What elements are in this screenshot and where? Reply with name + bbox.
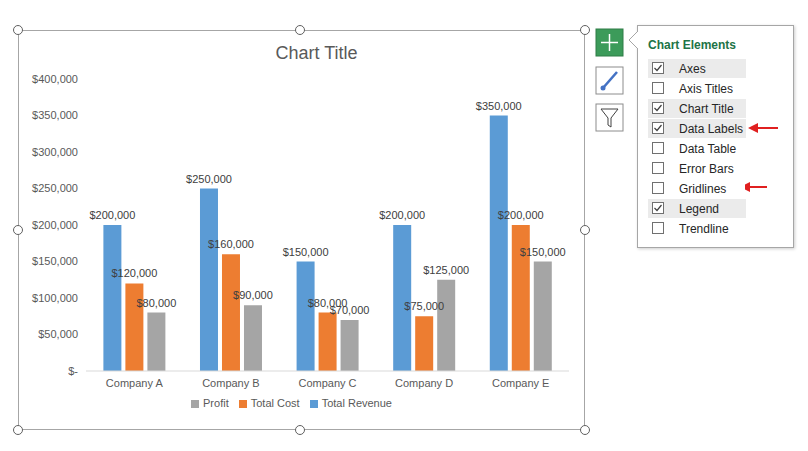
html-text:Chart Elements: Chart Elements	[648, 38, 736, 52]
svg-text:$50,000: $50,000	[38, 328, 78, 340]
svg-text:Company E: Company E	[492, 377, 549, 389]
svg-text:$80,000: $80,000	[137, 297, 177, 309]
html-text:Total Cost: Total Cost	[250, 397, 300, 409]
html-text:Data Table: Data Table	[679, 142, 737, 156]
html-text:Data Labels: Data Labels	[679, 122, 743, 136]
svg-text:$250,000: $250,000	[186, 173, 232, 185]
html-text:Trendline: Trendline	[679, 222, 729, 236]
svg-text:Company C: Company C	[298, 377, 356, 389]
svg-text:$75,000: $75,000	[404, 300, 444, 312]
svg-text:$350,000: $350,000	[476, 100, 522, 112]
html-text:Gridlines: Gridlines	[679, 182, 727, 196]
html-text:Total Revenue: Total Revenue	[321, 397, 392, 409]
svg-text:$200,000: $200,000	[32, 219, 78, 231]
svg-text:$80,000: $80,000	[307, 296, 348, 309]
svg-text:$150,000: $150,000	[32, 255, 78, 267]
svg-text:$70,000: $70,000	[330, 304, 370, 316]
svg-text:$90,000: $90,000	[233, 289, 273, 301]
svg-text:$150,000: $150,000	[520, 246, 566, 258]
svg-text:$-: $-	[68, 365, 78, 377]
html-text:Legend: Legend	[679, 202, 719, 216]
svg-text:$100,000: $100,000	[32, 292, 78, 304]
svg-text:$200,000: $200,000	[498, 209, 544, 221]
svg-text:$300,000: $300,000	[32, 146, 78, 158]
svg-text:Company D: Company D	[395, 377, 453, 389]
html-text:Profit: Profit	[203, 397, 229, 409]
svg-text:Company A: Company A	[106, 377, 164, 389]
svg-text:$400,000: $400,000	[32, 73, 78, 85]
svg-text:$125,000: $125,000	[423, 264, 469, 276]
svg-text:$200,000: $200,000	[89, 209, 135, 221]
html-text:Axes: Axes	[679, 62, 706, 76]
svg-text:$200,000: $200,000	[379, 209, 425, 221]
svg-text:$250,000: $250,000	[32, 182, 78, 194]
html-text:Error Bars: Error Bars	[679, 162, 734, 176]
svg-text:Company B: Company B	[202, 377, 259, 389]
svg-text:$120,000: $120,000	[111, 267, 157, 279]
html-text:Chart Title: Chart Title	[679, 102, 734, 116]
svg-text:$350,000: $350,000	[32, 109, 78, 121]
svg-text:$150,000: $150,000	[283, 246, 329, 258]
svg-text:$160,000: $160,000	[208, 238, 254, 250]
html-text:Axis Titles: Axis Titles	[679, 82, 733, 96]
html-text:Chart Title: Chart Title	[275, 43, 358, 63]
